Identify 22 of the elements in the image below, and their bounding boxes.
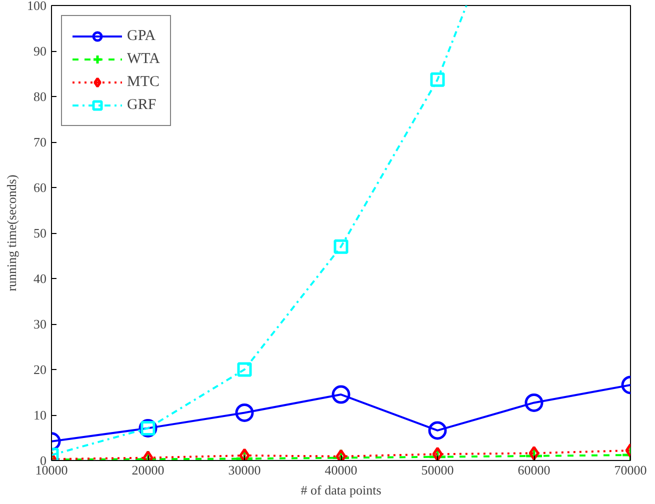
legend-label: WTA (127, 50, 160, 68)
legend-label: GRF (127, 96, 156, 114)
y-tick-label: 90 (34, 44, 46, 58)
x-tick-label: 40000 (324, 462, 358, 478)
y-tick-label: 20 (34, 362, 46, 377)
y-tick-label: 70 (34, 134, 46, 150)
x-tick-label: 70000 (614, 462, 647, 478)
y-tick-label: 30 (34, 316, 46, 332)
x-tick-label: 30000 (228, 462, 261, 478)
x-tick-label: 60000 (518, 462, 550, 478)
y-tick-label: 100 (27, 0, 46, 13)
y-tick-label: 50 (34, 226, 46, 240)
legend-label: MTC (127, 74, 160, 90)
x-tick-label: 50000 (421, 462, 454, 478)
x-tick-label: 20000 (132, 462, 164, 478)
y-axis-title: running time(seconds) (4, 174, 19, 292)
legend-label: GPA (127, 28, 156, 44)
y-tick-label: 80 (34, 89, 46, 104)
y-tick-label: 60 (34, 180, 46, 195)
y-tick-label: 40 (34, 271, 46, 286)
y-tick-label: 10 (34, 408, 46, 422)
x-axis-title: # of data points (300, 482, 382, 498)
